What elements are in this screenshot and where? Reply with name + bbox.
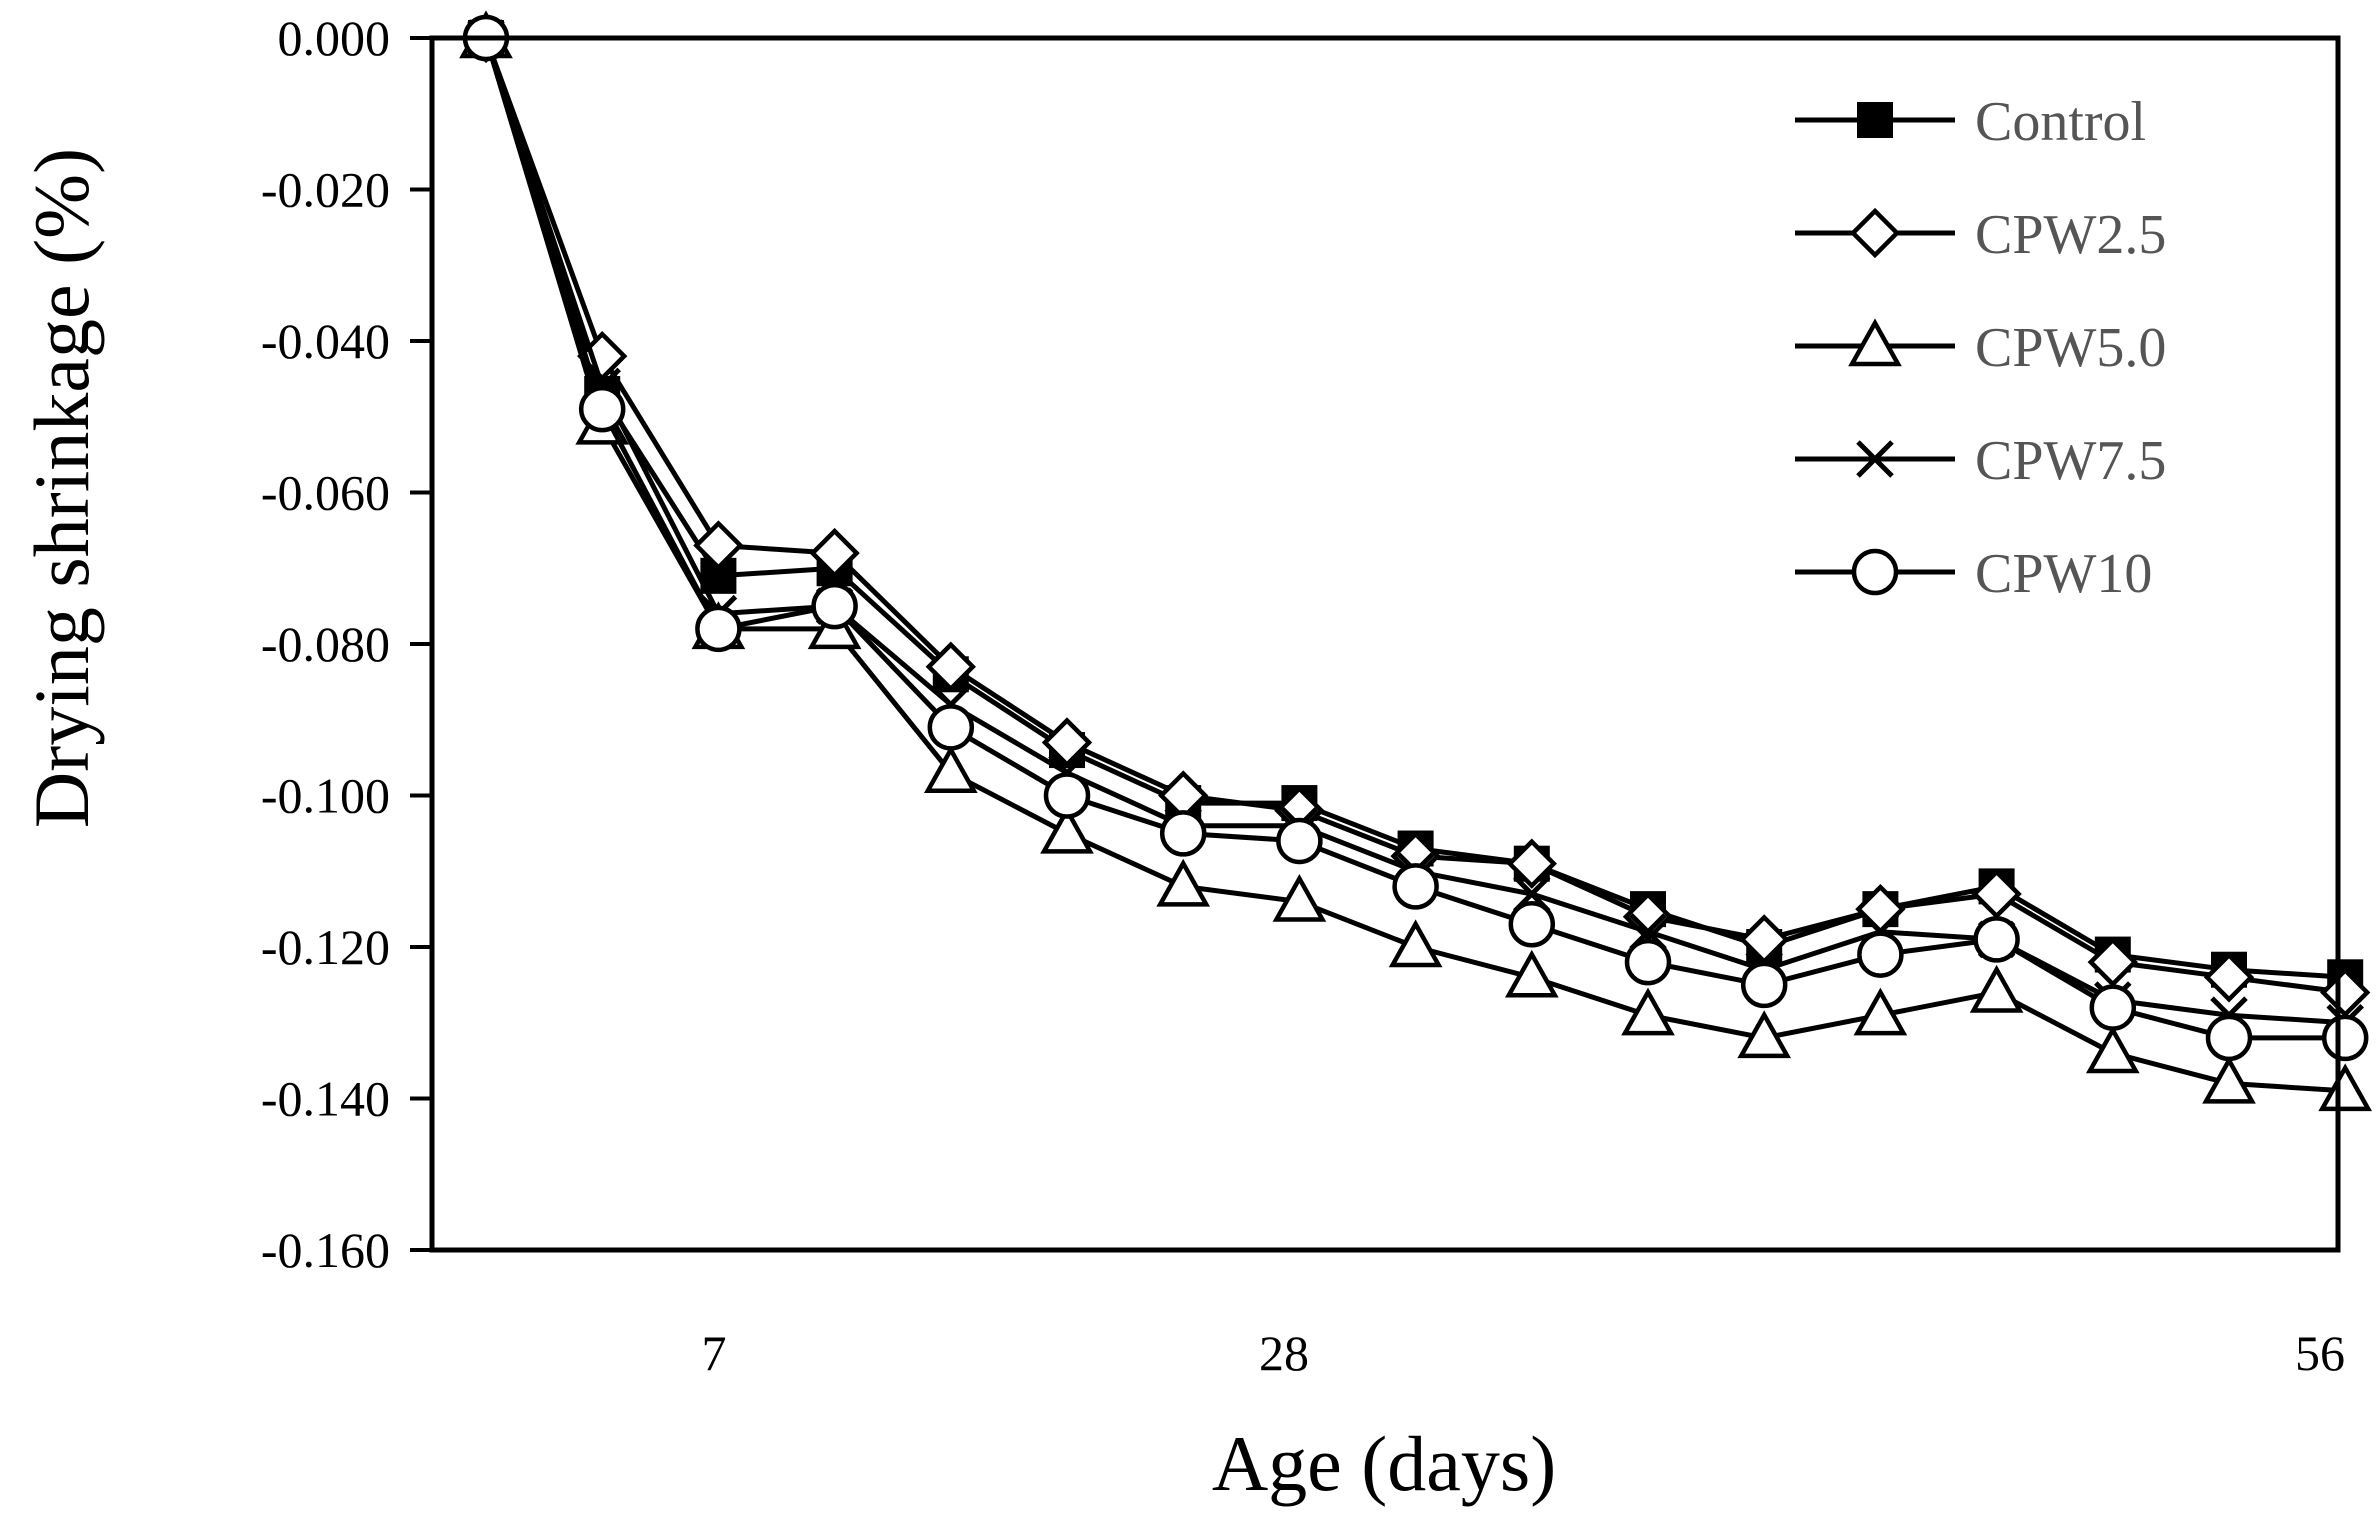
y-tick-label: -0.080	[261, 616, 390, 672]
x-tick-label: 7	[702, 1325, 727, 1381]
data-point	[2202, 1055, 2256, 1104]
data-point	[578, 385, 626, 433]
series-cpw10	[462, 14, 2369, 1062]
data-point	[1851, 548, 1899, 596]
data-point	[927, 704, 975, 751]
data-point	[2203, 952, 2255, 1003]
y-tick-label: -0.120	[261, 919, 390, 975]
data-point	[1504, 949, 1559, 998]
legend-item: CPW5.0	[1795, 317, 2166, 379]
data-point	[1856, 440, 1894, 478]
data-point	[925, 641, 976, 692]
data-point	[1857, 931, 1904, 978]
y-tick-label: -0.140	[261, 1071, 390, 1127]
data-point	[1040, 805, 1094, 854]
data-point	[1853, 987, 1908, 1036]
y-tick-label: -0.060	[261, 465, 390, 521]
legend-label: CPW2.5	[1975, 204, 2166, 266]
data-point	[1857, 102, 1893, 138]
data-point	[2087, 936, 2138, 988]
x-tick-label: 28	[1259, 1325, 1309, 1381]
data-point	[1388, 919, 1443, 968]
data-point	[1041, 717, 1093, 768]
legend-item: CPW10	[1795, 543, 2152, 605]
data-point	[693, 520, 744, 571]
x-axis-title: Age (days)	[1212, 1420, 1556, 1507]
data-point	[1739, 914, 1790, 965]
y-tick-label: -0.100	[261, 768, 390, 824]
data-point	[1159, 810, 1207, 857]
data-point	[1849, 207, 1901, 259]
plot-frame	[429, 35, 2341, 1253]
data-point	[1043, 772, 1091, 819]
data-point	[2320, 967, 2371, 1018]
axes: 0.000 -0.020 -0.040 -0.060 -0.080 -0.100 -0.12…	[261, 10, 2345, 1381]
series-layer	[459, 10, 2373, 1112]
data-point	[695, 605, 742, 653]
legend: Control CPW2.5 CPW5.0 CPW7.5 CPW10	[1795, 91, 2166, 605]
data-point	[1971, 868, 2022, 920]
data-point	[1276, 817, 1323, 865]
y-tick-label: -0.040	[261, 313, 390, 369]
data-point	[1969, 964, 2024, 1013]
data-point	[811, 582, 858, 630]
data-point	[1508, 901, 1556, 948]
data-point	[1621, 987, 1675, 1036]
data-point	[1506, 838, 1557, 889]
data-point	[1156, 858, 1211, 907]
legend-item: Control	[1795, 91, 2146, 153]
data-point	[2321, 1014, 2369, 1062]
legend-label: CPW5.0	[1975, 317, 2166, 379]
legend-label: CPW7.5	[1975, 430, 2166, 492]
data-point	[1272, 873, 1327, 922]
legend-label: Control	[1975, 91, 2146, 153]
y-tick-label: -0.160	[261, 1222, 390, 1278]
x-tick-label: 56	[2295, 1325, 2345, 1381]
data-point	[2089, 984, 2137, 1031]
data-point	[2205, 1014, 2253, 1062]
y-tick-label: -0.020	[261, 162, 390, 218]
data-point	[1848, 318, 1902, 367]
legend-item: CPW7.5	[1795, 430, 2166, 492]
y-axis-title: Drying shrinkage (%)	[18, 148, 105, 828]
data-point	[2318, 1063, 2373, 1112]
data-point	[923, 745, 978, 794]
data-point	[1973, 916, 2020, 963]
data-point	[2085, 1025, 2140, 1074]
data-point	[1392, 863, 1439, 910]
data-point	[809, 527, 860, 579]
legend-item: CPW2.5	[1795, 204, 2166, 266]
legend-label: CPW10	[1975, 543, 2152, 605]
data-point	[1740, 961, 1788, 1009]
data-point	[1737, 1010, 1792, 1059]
data-point	[1624, 938, 1672, 986]
y-tick-label: 0.000	[278, 10, 391, 66]
